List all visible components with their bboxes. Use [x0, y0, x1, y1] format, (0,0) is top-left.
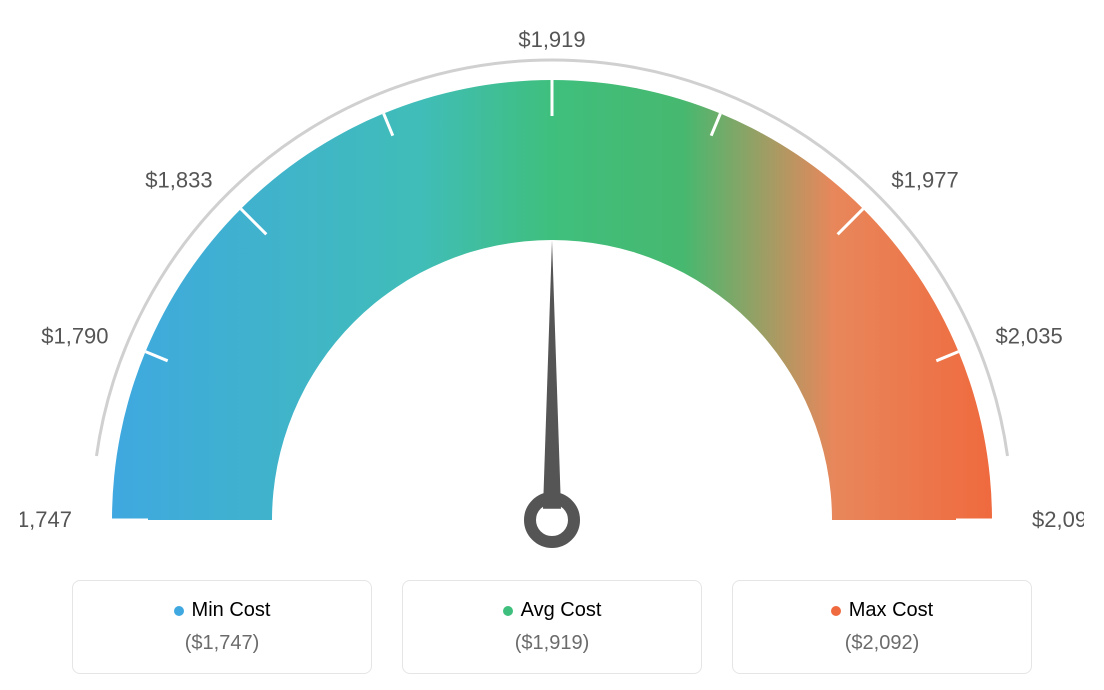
legend-value-avg: ($1,919) [423, 632, 681, 655]
svg-text:$1,833: $1,833 [145, 168, 212, 193]
legend-card-avg: Avg Cost ($1,919) [402, 580, 702, 674]
legend-row: Min Cost ($1,747) Avg Cost ($1,919) Max … [20, 580, 1084, 674]
legend-label-min: Min Cost [192, 599, 271, 622]
legend-value-max: ($2,092) [753, 632, 1011, 655]
legend-title-max: Max Cost [753, 599, 1011, 622]
legend-card-min: Min Cost ($1,747) [72, 580, 372, 674]
svg-text:$1,747: $1,747 [20, 507, 72, 532]
svg-text:$1,919: $1,919 [518, 27, 585, 52]
legend-value-min: ($1,747) [93, 632, 351, 655]
gauge-container: $1,747 $1,790 $1,833 $1,919 $1,977 $2,035 $2,0… [20, 20, 1084, 560]
svg-text:$1,977: $1,977 [891, 168, 958, 193]
legend-title-min: Min Cost [93, 599, 351, 622]
legend-label-avg: Avg Cost [521, 599, 602, 622]
svg-text:$2,035: $2,035 [995, 323, 1062, 348]
legend-dot-max [831, 606, 841, 616]
legend-dot-avg [503, 606, 513, 616]
svg-text:$1,790: $1,790 [41, 323, 108, 348]
legend-title-avg: Avg Cost [423, 599, 681, 622]
gauge-chart: $1,747 $1,790 $1,833 $1,919 $1,977 $2,035 $2,0… [20, 20, 1084, 560]
legend-card-max: Max Cost ($2,092) [732, 580, 1032, 674]
legend-dot-min [174, 606, 184, 616]
svg-text:$2,092: $2,092 [1032, 507, 1084, 532]
legend-label-max: Max Cost [849, 599, 933, 622]
